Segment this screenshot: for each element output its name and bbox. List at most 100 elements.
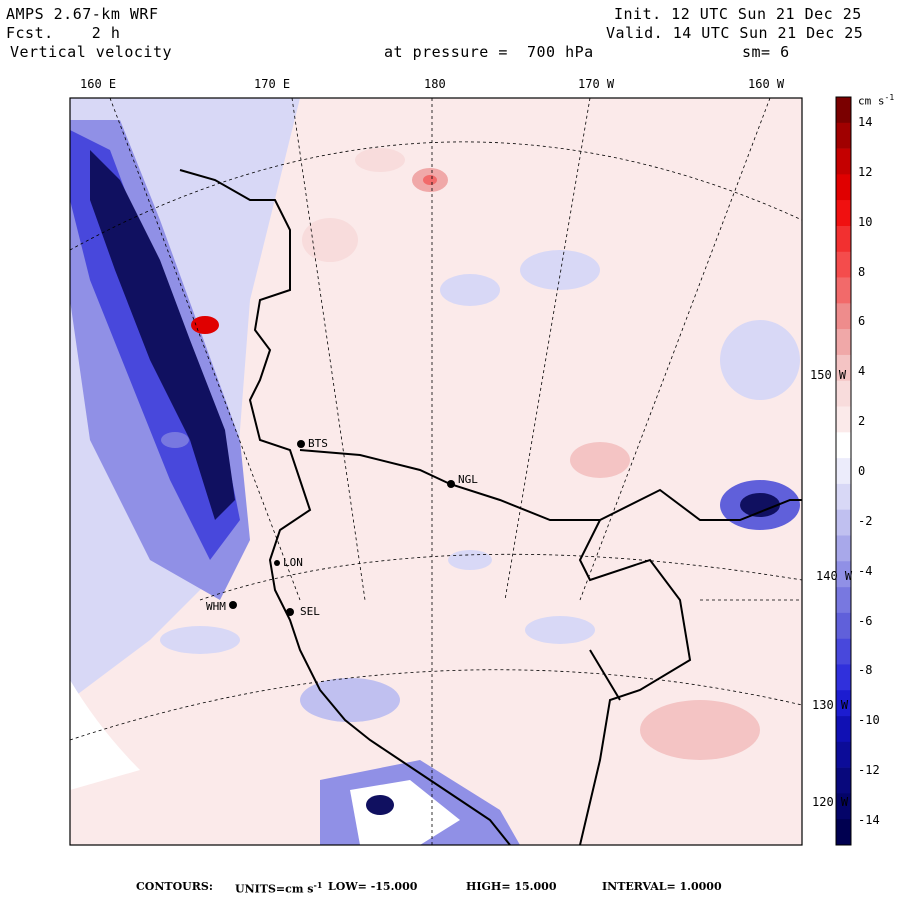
colorbar-unit: cm s-1 <box>858 93 894 108</box>
colorbar-swatch <box>836 561 851 588</box>
positive-patch <box>355 148 405 172</box>
colorbar-swatch <box>836 793 851 820</box>
colorbar-swatch <box>836 638 851 665</box>
station-markers <box>229 440 455 616</box>
negative-patch <box>300 678 400 722</box>
station-dot-lon <box>274 560 280 566</box>
grounding-line <box>578 519 692 845</box>
colorbar-swatch <box>836 716 851 743</box>
negative-patch-core <box>740 493 780 517</box>
coastline <box>179 169 802 845</box>
negative-patch <box>160 626 240 654</box>
forecast-hour: 2 h <box>91 24 121 42</box>
colorbar-swatch <box>836 741 851 768</box>
footer-contours: CONTOURS: <box>136 880 213 893</box>
plot-frame <box>69 97 803 846</box>
colorbar-swatch <box>836 380 851 407</box>
colorbar-tick-label: 10 <box>858 214 873 229</box>
station-dot-whm <box>229 601 237 609</box>
footer-units: UNITS=cm s-1 <box>235 880 322 896</box>
station-label-ngl: NGL <box>458 473 478 486</box>
colorbar-swatch <box>836 432 851 459</box>
station-dot-sel <box>286 608 294 616</box>
colorbar-swatch <box>836 277 851 304</box>
colorbar-tick-label: -4 <box>858 563 873 578</box>
lat-label-120w: 120 W <box>812 795 849 809</box>
colorbar <box>835 96 852 846</box>
valid-time: Valid. 14 UTC Sun 21 Dec 25 <box>606 24 864 42</box>
colorbar-tick-label: -2 <box>858 513 873 528</box>
lat-label-150w: 150 W <box>810 368 847 382</box>
colorbar-frame <box>835 96 852 846</box>
positive-patch <box>302 218 358 262</box>
colorbar-tick-label: 8 <box>858 264 866 279</box>
field-name: Vertical velocity <box>10 43 173 61</box>
init-time: Init. 12 UTC Sun 21 Dec 25 <box>614 5 862 23</box>
parallel <box>199 553 802 601</box>
lon-label-160e: 160 E <box>80 77 117 91</box>
meridian-170e <box>291 98 366 601</box>
colorbar-tick-label: -14 <box>858 813 880 828</box>
coastline-west <box>179 169 511 845</box>
model-title: AMPS 2.67-km WRF <box>6 5 159 23</box>
station-label-sel: SEL <box>300 605 320 618</box>
south-negative-core <box>366 795 394 815</box>
colorbar-tick-label: -6 <box>858 613 873 628</box>
colorbar-swatch <box>836 174 851 201</box>
colorbar-tick-label: 0 <box>858 464 866 478</box>
colorbar-tick-label: -10 <box>858 713 880 728</box>
colorbar-unit-text: cm s <box>858 94 885 108</box>
footer-high: HIGH= 15.000 <box>466 880 557 893</box>
lat-label-140w: 140 W <box>816 569 853 583</box>
colorbar-swatch <box>836 819 851 846</box>
colorbar-swatch <box>836 509 851 536</box>
footer-units-exp: -1 <box>313 880 323 890</box>
station-dot-bts <box>297 440 305 448</box>
parallel <box>70 141 802 251</box>
negative-patch <box>720 320 800 400</box>
graticule <box>70 98 802 845</box>
colorbar-swatch <box>836 483 851 510</box>
colorbar-swatch <box>836 148 851 175</box>
colorbar-swatch <box>836 329 851 356</box>
station-label-whm: WHM <box>206 600 226 613</box>
positive-patch <box>640 700 760 760</box>
colorbar-tick-label: 4 <box>858 364 866 379</box>
station-label-bts: BTS <box>308 437 328 450</box>
forecast-label: Fcst. 2 h <box>6 25 120 42</box>
colorbar-tick-label: 12 <box>858 164 873 179</box>
colorbar-swatch <box>836 97 851 124</box>
colorbar-swatch <box>836 406 851 433</box>
pressure-value: 700 hPa <box>526 43 594 61</box>
forecast-label-text: Fcst. <box>6 24 54 42</box>
lon-label-170e: 170 E <box>254 77 291 91</box>
lon-label-180: 180 <box>424 77 446 91</box>
no-data-region <box>70 680 140 790</box>
map-field <box>70 98 802 845</box>
lat-label-130w: 130 W <box>812 698 849 712</box>
lon-label-160w: 160 W <box>748 77 785 91</box>
colorbar-swatch <box>836 354 851 382</box>
footer-interval: INTERVAL= 1.0000 <box>602 880 722 893</box>
colorbar-swatch <box>836 225 851 253</box>
colorbar-swatch <box>836 690 851 717</box>
station-label-lon: LON <box>283 556 303 569</box>
smoothing-label: sm= 6 <box>742 43 790 61</box>
positive-patch-core <box>423 175 437 185</box>
colorbar-swatch <box>836 612 851 639</box>
negative-patch <box>448 550 492 570</box>
meridian-170w <box>504 98 591 601</box>
colorbar-swatch <box>836 458 851 485</box>
colorbar-swatch <box>836 535 851 562</box>
colorbar-swatch <box>836 303 851 330</box>
colorbar-tick-label: 2 <box>858 414 866 429</box>
negative-patch <box>525 616 595 644</box>
colorbar-swatch <box>836 587 851 614</box>
colorbar-swatch <box>836 200 851 227</box>
footer-units-text: UNITS=cm s <box>235 882 314 896</box>
colorbar-tick-label: -8 <box>858 663 873 678</box>
colorbar-tick-label: 14 <box>858 114 873 129</box>
pressure-level: at pressure = 700 hPa <box>384 44 594 61</box>
positive-cell <box>191 316 219 334</box>
